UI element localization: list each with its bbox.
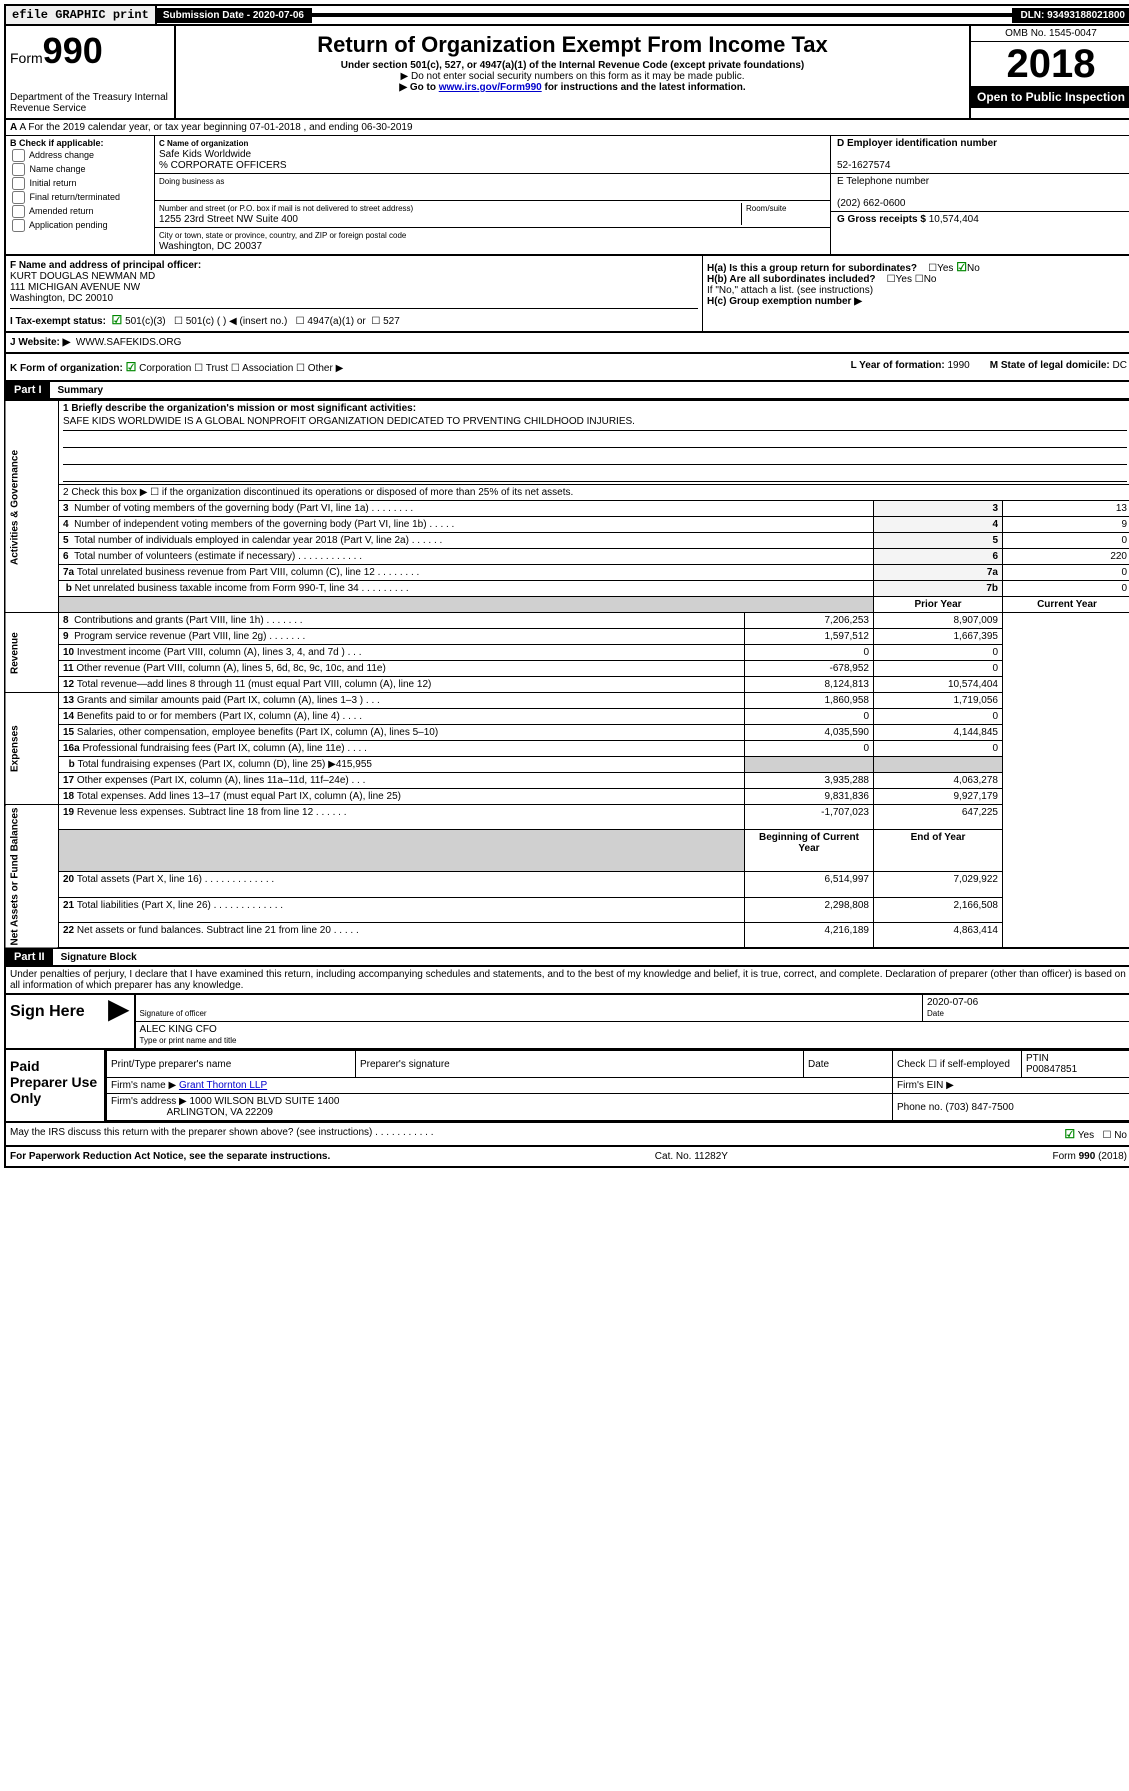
side-governance: Activities & Governance (5, 401, 59, 613)
row-klm: K Form of organization: ☑ Corporation ☐ … (4, 354, 1129, 382)
ptin: P00847851 (1026, 1064, 1077, 1075)
form-header: Form990 Department of the Treasury Inter… (4, 26, 1129, 120)
street: 1255 23rd Street NW Suite 400 (159, 214, 298, 225)
row-fh: F Name and address of principal officer:… (4, 256, 1129, 333)
arrow-icon: ▶ (104, 995, 134, 1048)
ein: 52-1627574 (837, 160, 890, 171)
block-i: I Tax-exempt status: ☑ 501(c)(3) ☐ 501(c… (10, 308, 698, 327)
chk-name-change[interactable]: Name change (10, 163, 150, 176)
chk-final-return[interactable]: Final return/terminated (10, 191, 150, 204)
care-of: % CORPORATE OFFICERS (159, 160, 287, 171)
block-f: F Name and address of principal officer:… (10, 260, 698, 304)
officer-name: ALEC KING CFO (140, 1024, 217, 1035)
website: WWW.SAFEKIDS.ORG (76, 337, 182, 348)
mission-text: SAFE KIDS WORLDWIDE IS A GLOBAL NONPROFI… (63, 414, 1127, 431)
check-501c3-icon: ☑ (112, 313, 123, 327)
org-name: Safe Kids Worldwide (159, 149, 251, 160)
form-title: Return of Organization Exempt From Incom… (184, 32, 961, 58)
line-5: 5 Total number of individuals employed i… (5, 533, 1129, 549)
perjury-text: Under penalties of perjury, I declare th… (4, 967, 1129, 995)
note-link: ▶ Go to www.irs.gov/Form990 for instruct… (184, 82, 961, 93)
chk-amended[interactable]: Amended return (10, 205, 150, 218)
city: Washington, DC 20037 (159, 241, 262, 252)
block-h: H(a) Is this a group return for subordin… (703, 256, 1129, 331)
chk-app-pending[interactable]: Application pending (10, 219, 150, 232)
line-3: 3 Number of voting members of the govern… (5, 501, 1129, 517)
check-yes-icon: ☑ (1064, 1127, 1075, 1141)
top-bar: efile GRAPHIC print Submission Date - 20… (4, 4, 1129, 26)
side-net-assets: Net Assets or Fund Balances (5, 805, 59, 949)
side-revenue: Revenue (5, 613, 59, 693)
firm-name-link[interactable]: Grant Thornton LLP (179, 1080, 267, 1091)
row-j: J Website: ▶ WWW.SAFEKIDS.ORG (4, 333, 1129, 354)
phone: (202) 662-0600 (837, 198, 905, 209)
line-7b: b Net unrelated business taxable income … (5, 581, 1129, 597)
side-expenses: Expenses (5, 693, 59, 805)
line-7a: 7a Total unrelated business revenue from… (5, 565, 1129, 581)
sign-here-block: Sign Here ▶ Signature of officer 2020-07… (4, 995, 1129, 1050)
part-i-header: Part I Summary (4, 382, 1129, 400)
dln: DLN: 93493188021800 (1012, 8, 1129, 23)
footer: For Paperwork Reduction Act Notice, see … (4, 1147, 1129, 1168)
efile-button[interactable]: efile GRAPHIC print (6, 6, 157, 24)
note-ssn: ▶ Do not enter social security numbers o… (184, 71, 961, 82)
open-public-badge: Open to Public Inspection (971, 86, 1129, 108)
part-ii-header: Part II Signature Block (4, 949, 1129, 967)
summary-table: Activities & Governance 1 Briefly descri… (4, 400, 1129, 949)
block-de: D Employer identification number52-16275… (830, 136, 1129, 254)
gross-receipts: 10,574,404 (929, 214, 979, 225)
discuss-row: May the IRS discuss this return with the… (4, 1123, 1129, 1147)
block-b: B Check if applicable: Address change Na… (6, 136, 155, 254)
form-number: Form990 (10, 30, 170, 72)
chk-address-change[interactable]: Address change (10, 149, 150, 162)
org-info-block: B Check if applicable: Address change Na… (4, 136, 1129, 256)
submission-date: Submission Date - 2020-07-06 (157, 8, 312, 23)
form-subtitle: Under section 501(c), 527, or 4947(a)(1)… (184, 60, 961, 71)
tax-year: 2018 (971, 42, 1129, 86)
block-c: C Name of organization Safe Kids Worldwi… (155, 136, 830, 254)
dept-treasury: Department of the Treasury Internal Reve… (10, 92, 170, 114)
row-a-tax-year: A A For the 2019 calendar year, or tax y… (4, 120, 1129, 136)
omb-number: OMB No. 1545-0047 (971, 26, 1129, 42)
chk-initial-return[interactable]: Initial return (10, 177, 150, 190)
line-4: 4 Number of independent voting members o… (5, 517, 1129, 533)
line-6: 6 Total number of volunteers (estimate i… (5, 549, 1129, 565)
paid-preparer-block: Paid Preparer Use Only Print/Type prepar… (4, 1050, 1129, 1123)
irs-link[interactable]: www.irs.gov/Form990 (439, 82, 542, 93)
